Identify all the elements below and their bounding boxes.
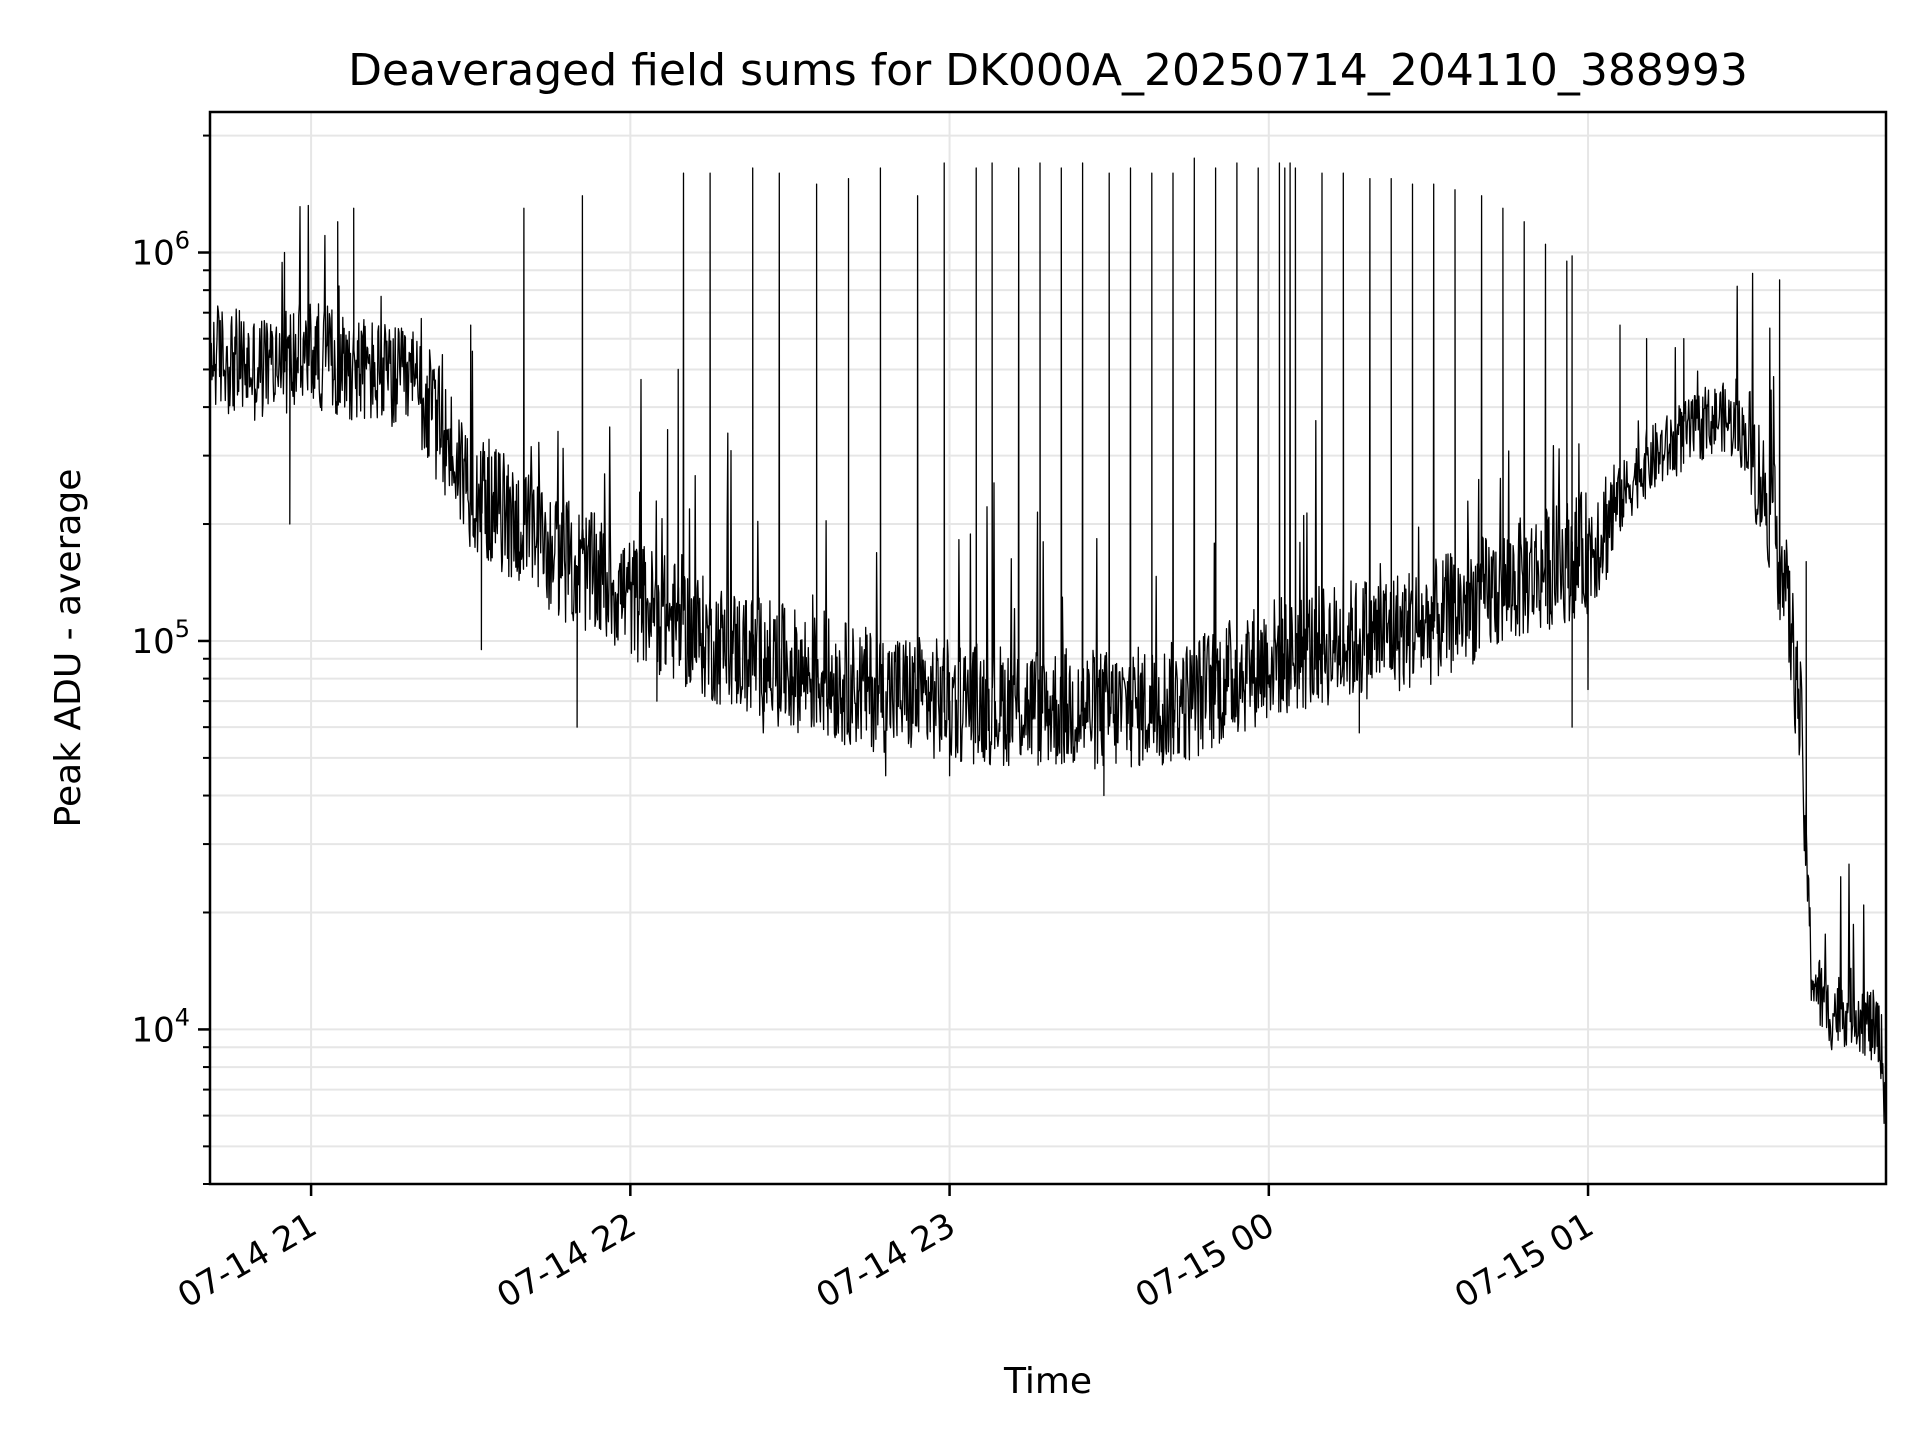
y-axis-label: Peak ADU - average — [48, 469, 89, 828]
y-tick-label: 104 — [131, 1003, 190, 1050]
y-tick-label: 105 — [131, 615, 190, 662]
data-layer — [209, 157, 1887, 1140]
y-tick-label: 106 — [131, 227, 190, 274]
y-axis: 104 105 106 — [131, 134, 210, 1185]
plot-frame — [208, 110, 1888, 1186]
series-line — [209, 157, 1887, 1140]
chart-title: Deaveraged field sums for DK000A_2025071… — [348, 45, 1748, 96]
x-axis-label: Time — [1003, 1361, 1092, 1402]
